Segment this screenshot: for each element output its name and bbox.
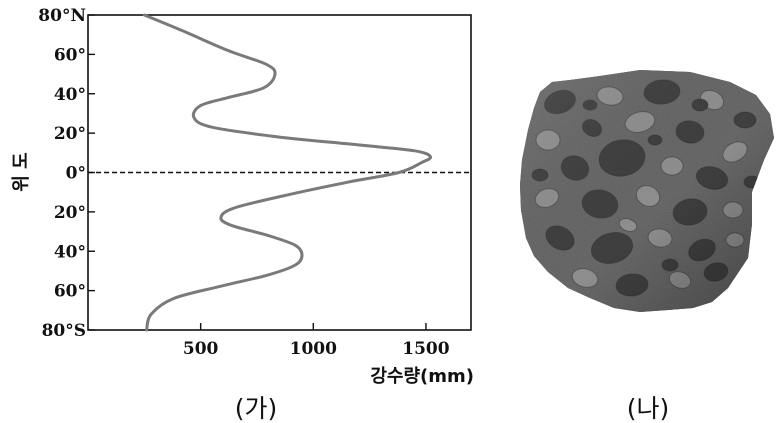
x-tick-label: 1500 (402, 339, 449, 359)
latitude-precipitation-chart: 80°N 60° 40° 20° 0° 20° 40° 60° 80°S 500 1000 1500… (11, 6, 474, 387)
precipitation-curve (142, 13, 433, 332)
x-tick-label: 500 (183, 339, 219, 359)
y-tick-label: 60° (54, 45, 86, 65)
y-tick-label: 60° (54, 282, 86, 302)
x-axis-ticks: 500 1000 1500 (183, 323, 450, 359)
y-tick-label: 80°N (38, 6, 86, 26)
y-tick-label: 20° (54, 203, 86, 223)
x-axis-title: 강수량(mm) (370, 366, 474, 387)
y-axis-title: 위 도 (11, 152, 32, 191)
conglomerate-rock-photo-icon (520, 70, 774, 312)
y-tick-label: 20° (54, 124, 86, 144)
y-tick-label: 40° (54, 242, 86, 262)
rock-clasts (520, 70, 774, 312)
y-tick-label: 80°S (42, 321, 86, 341)
caption-right: (나) (627, 394, 670, 423)
x-tick-label: 1000 (290, 339, 337, 359)
y-tick-label: 40° (54, 85, 86, 105)
y-tick-label: 0° (66, 164, 86, 184)
y-axis-ticks: 80°N 60° 40° 20° 0° 20° 40° 60° 80°S (38, 6, 95, 341)
caption-left: (가) (235, 394, 278, 423)
